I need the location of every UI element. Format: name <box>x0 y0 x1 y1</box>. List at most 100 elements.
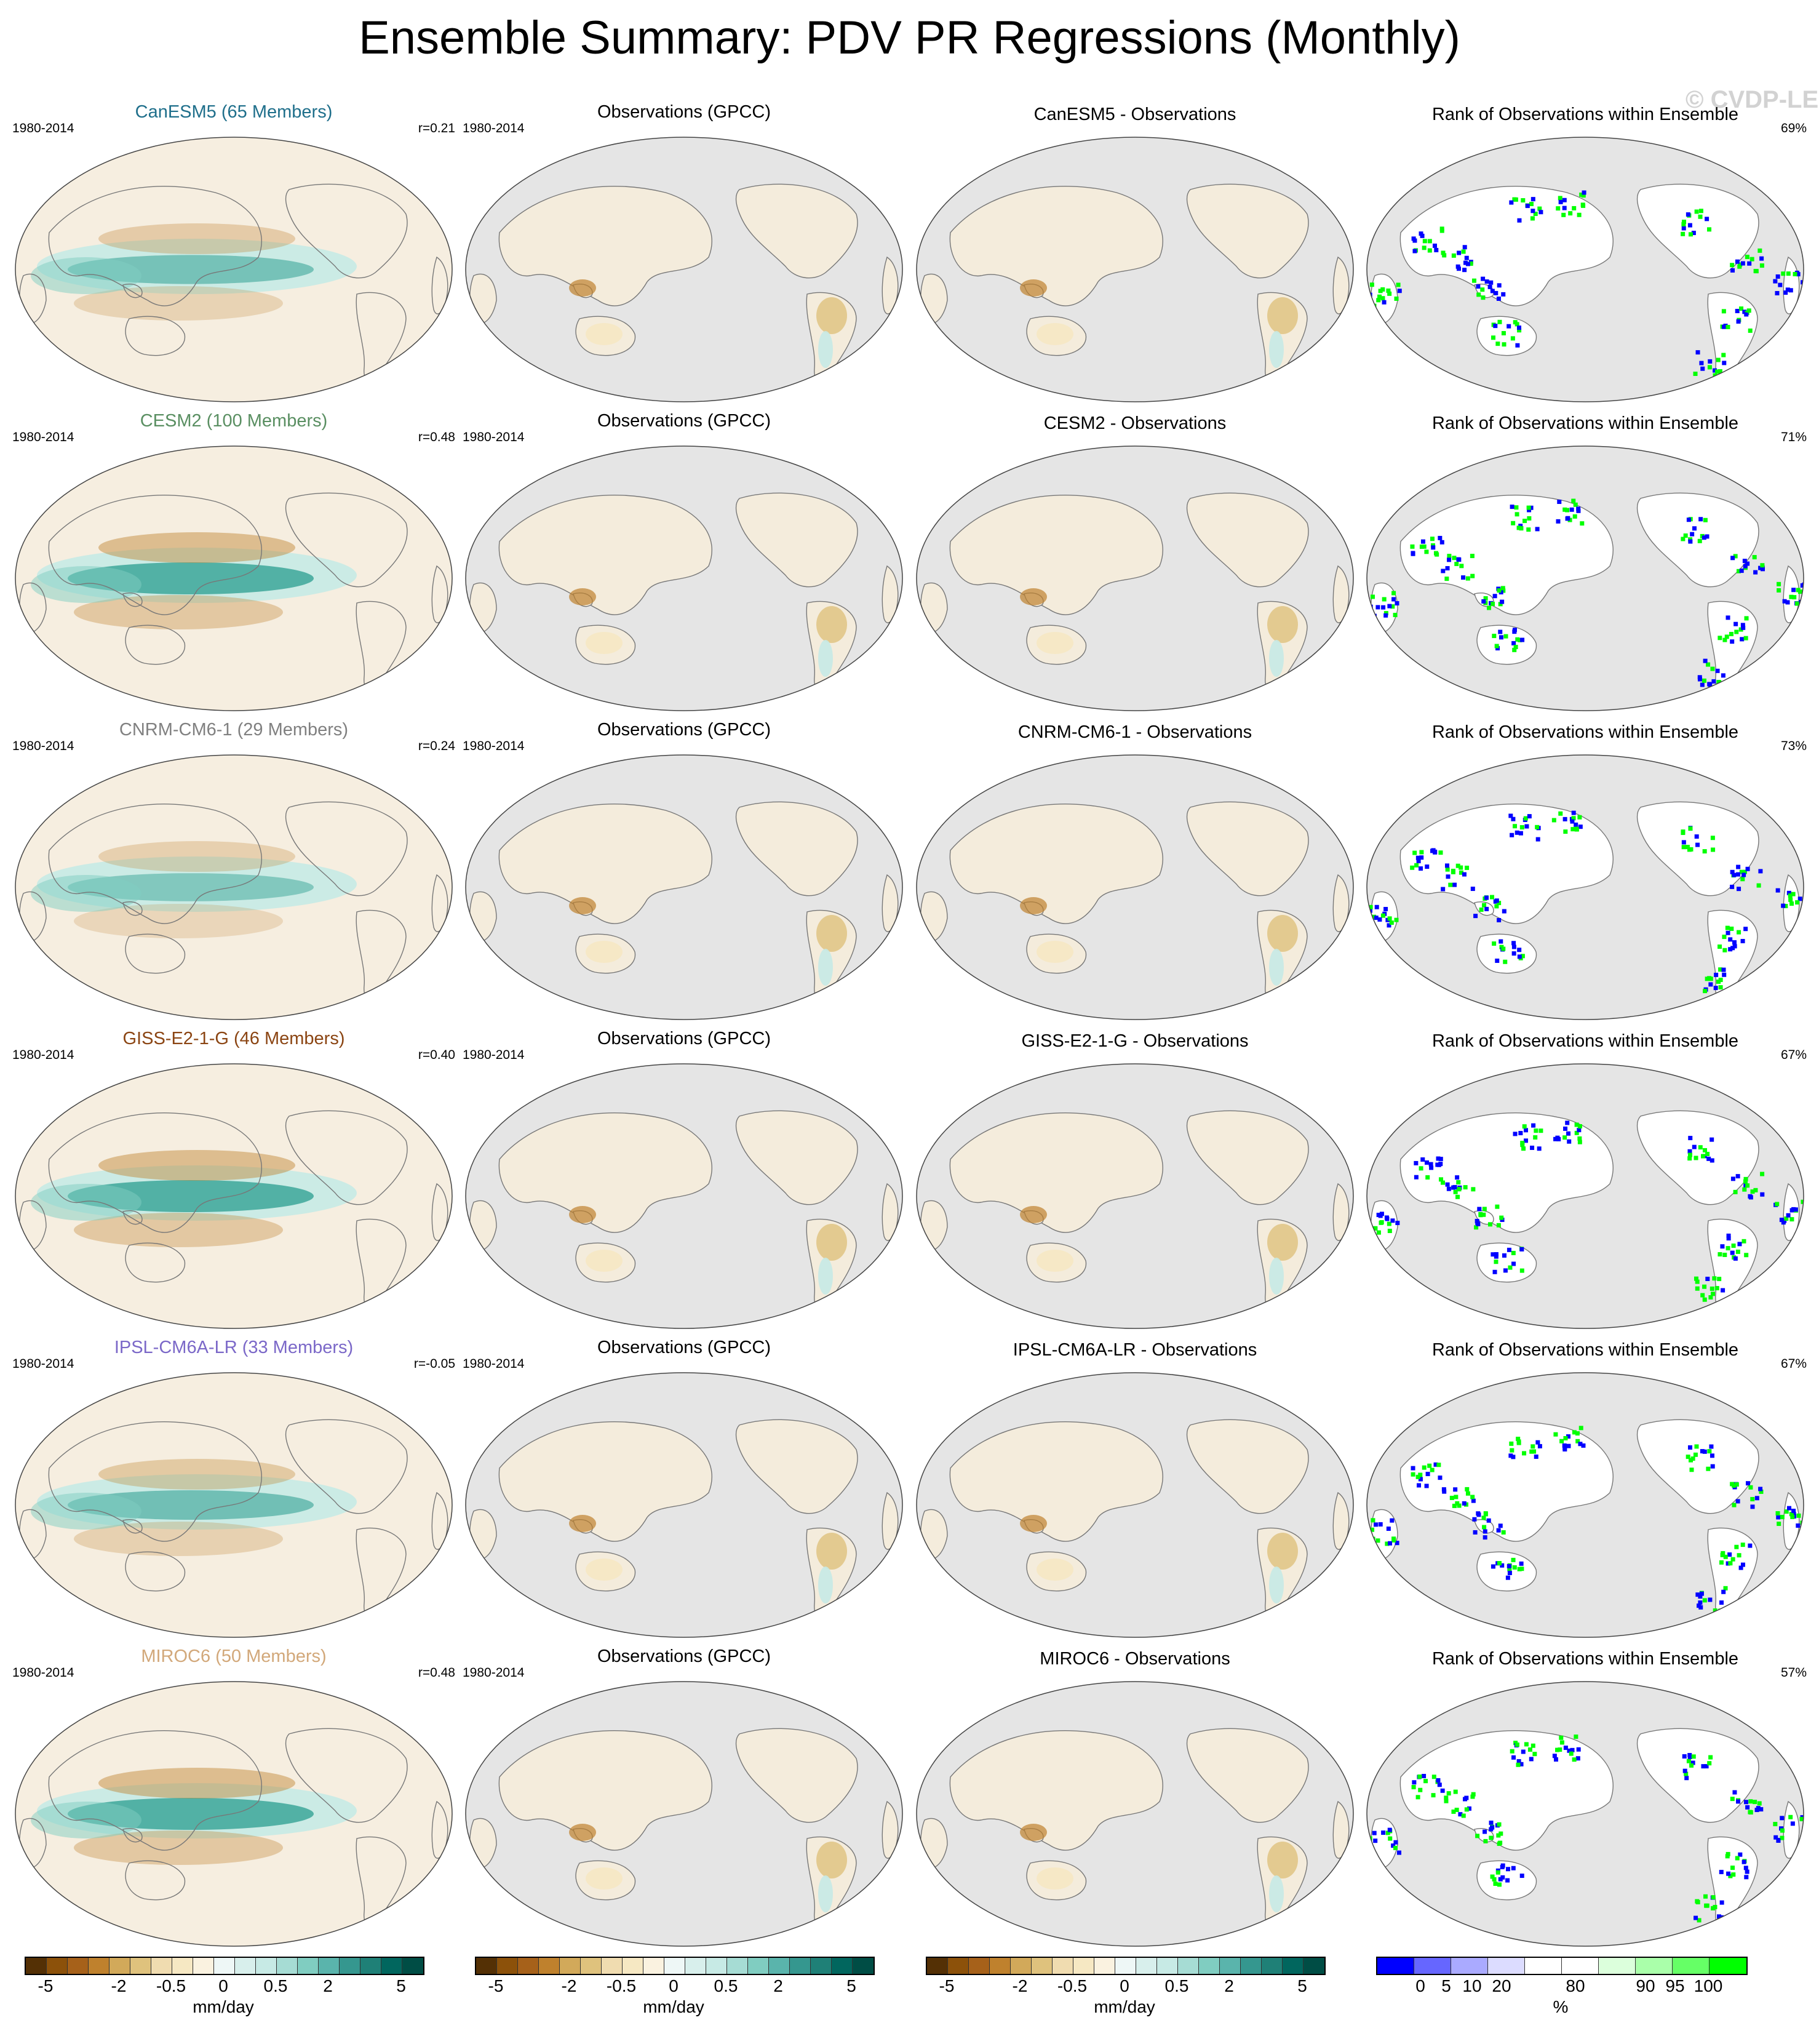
colorbar-tick-label: 5 <box>396 1976 406 1995</box>
colorbar-swatch <box>298 1958 319 1974</box>
colorbar-swatch <box>1032 1958 1053 1974</box>
colorbar-swatch <box>1199 1958 1220 1974</box>
rank-panel-title: Rank of Observations within Ensemble <box>1431 1340 1739 1360</box>
colorbar-swatch <box>1636 1958 1673 1974</box>
colorbar-swatch <box>68 1958 89 1974</box>
colorbar-tick-label: 0.5 <box>263 1976 288 1995</box>
colorbar-tick-label: -5 <box>939 1976 955 1995</box>
colorbar-swatch <box>1094 1958 1115 1974</box>
diff-map <box>916 1063 1354 1329</box>
obs-panel-title: Observations (GPCC) <box>597 1338 771 1357</box>
colorbar-tick-label: 5 <box>1297 1976 1307 1995</box>
colorbar-tick-label: -0.5 <box>156 1976 186 1995</box>
obs-map <box>465 1681 903 1947</box>
colorbar-tick-label: 2 <box>1224 1976 1234 1995</box>
rank-panel: Rank of Observations within Ensemble 67% <box>1358 1025 1813 1333</box>
colorbar-swatch <box>109 1958 130 1974</box>
period-label: 1980-2014 <box>12 1666 74 1680</box>
colorbar-swatch <box>402 1958 423 1974</box>
rank-percent-label: 73% <box>1780 739 1807 753</box>
colorbar-swatch <box>340 1958 360 1974</box>
period-label: 1980-2014 <box>12 430 74 444</box>
colorbar-swatch <box>1220 1958 1241 1974</box>
diff-panel: IPSL-CM6A-LR - Observations <box>907 1334 1363 1642</box>
colorbar-swatch <box>277 1958 298 1974</box>
colorbar-swatch <box>748 1958 769 1974</box>
colorbar-swatch <box>151 1958 172 1974</box>
model-panel-title: IPSL-CM6A-LR (33 Members) <box>114 1338 354 1357</box>
colorbar-unit: mm/day <box>643 1997 704 2016</box>
rank-map <box>1366 137 1804 402</box>
model-map <box>15 1681 453 1947</box>
colorbar-swatch <box>1241 1958 1262 1974</box>
model-map <box>15 1063 453 1329</box>
colorbar-swatch <box>1178 1958 1199 1974</box>
model-panel: CESM2 (100 Members) 1980-2014 r=0.48 <box>6 407 461 715</box>
rank-panel: Rank of Observations within Ensemble 71% <box>1358 407 1813 715</box>
colorbar-swatch <box>560 1958 581 1974</box>
model-panel: IPSL-CM6A-LR (33 Members) 1980-2014 r=-0.0… <box>6 1334 461 1642</box>
rank-panel: Rank of Observations within Ensemble 67% <box>1358 1334 1813 1642</box>
obs-panel: Observations (GPCC) 1980-2014 <box>456 1643 912 1950</box>
colorbar-swatch <box>381 1958 402 1974</box>
colorbar-tick-label: 0 <box>218 1976 228 1995</box>
obs-map <box>465 754 903 1020</box>
correlation-label: r=0.48 <box>418 1666 455 1680</box>
colorbar-swatch <box>685 1958 706 1974</box>
colorbar-swatch <box>664 1958 685 1974</box>
colorbar-tick-label: -2 <box>561 1976 577 1995</box>
model-panel: GISS-E2-1-G (46 Members) 1980-2014 r=0.40 <box>6 1025 461 1333</box>
rank-percent-label: 69% <box>1780 121 1807 135</box>
colorbar-tick-label: 10 <box>1462 1976 1482 1995</box>
colorbar-swatch <box>969 1958 990 1974</box>
colorbar-unit: mm/day <box>193 1997 254 2016</box>
colorbar-swatch <box>1011 1958 1032 1974</box>
model-panel-title: GISS-E2-1-G (46 Members) <box>122 1029 345 1048</box>
correlation-label: r=0.21 <box>418 121 455 135</box>
colorbar-tick-label: 100 <box>1694 1976 1723 1995</box>
colorbar-swatch <box>832 1958 853 1974</box>
colorbar-swatches <box>475 1957 875 1975</box>
correlation-label: r=0.24 <box>418 739 455 753</box>
period-label: 1980-2014 <box>463 1048 525 1062</box>
period-label: 1980-2014 <box>12 739 74 753</box>
colorbar-swatch <box>172 1958 193 1974</box>
colorbar-swatch <box>1710 1958 1746 1974</box>
rank-panel: Rank of Observations within Ensemble 73% <box>1358 716 1813 1024</box>
diff-panel-title: CanESM5 - Observations <box>1033 105 1236 124</box>
period-label: 1980-2014 <box>463 121 525 135</box>
colorbar-swatch <box>1414 1958 1451 1974</box>
obs-panel: Observations (GPCC) 1980-2014 <box>456 1025 912 1333</box>
rank-panel: Rank of Observations within Ensemble 57% <box>1358 1643 1813 1950</box>
figure-title: Ensemble Summary: PDV PR Regressions (Mo… <box>359 12 1460 64</box>
watermark: © CVDP-LE <box>1686 86 1819 113</box>
colorbar-swatch <box>853 1958 874 1974</box>
correlation-label: r=-0.05 <box>413 1357 455 1371</box>
colorbar-swatch <box>1304 1958 1324 1974</box>
diff-map <box>916 754 1354 1020</box>
colorbar-swatch <box>130 1958 151 1974</box>
colorbar-swatch <box>1053 1958 1073 1974</box>
colorbar-swatch <box>1488 1958 1525 1974</box>
colorbar-swatch <box>539 1958 560 1974</box>
colorbar-swatch <box>602 1958 623 1974</box>
colorbar-swatch <box>790 1958 811 1974</box>
colorbar-swatch <box>256 1958 277 1974</box>
rank-percent-label: 71% <box>1780 430 1807 444</box>
obs-panel: Observations (GPCC) 1980-2014 <box>456 1334 912 1642</box>
model-panel-title: MIROC6 (50 Members) <box>141 1647 327 1666</box>
rank-map <box>1366 754 1804 1020</box>
rank-panel-title: Rank of Observations within Ensemble <box>1431 1031 1739 1051</box>
colorbar-swatch <box>26 1958 47 1974</box>
colorbar-tick-label: -0.5 <box>1057 1976 1088 1995</box>
colorbar-swatches <box>926 1957 1326 1975</box>
model-panel-title: CNRM-CM6-1 (29 Members) <box>119 720 349 740</box>
rank-map <box>1366 1063 1804 1329</box>
diff-panel: GISS-E2-1-G - Observations <box>907 1025 1363 1333</box>
diff-panel: CanESM5 - Observations <box>907 98 1363 406</box>
colorbar-swatch <box>769 1958 790 1974</box>
model-map <box>15 445 453 711</box>
colorbar-tick-label: -0.5 <box>606 1976 637 1995</box>
obs-panel: Observations (GPCC) 1980-2014 <box>456 98 912 406</box>
colorbar-tick-label: -2 <box>1012 1976 1028 1995</box>
